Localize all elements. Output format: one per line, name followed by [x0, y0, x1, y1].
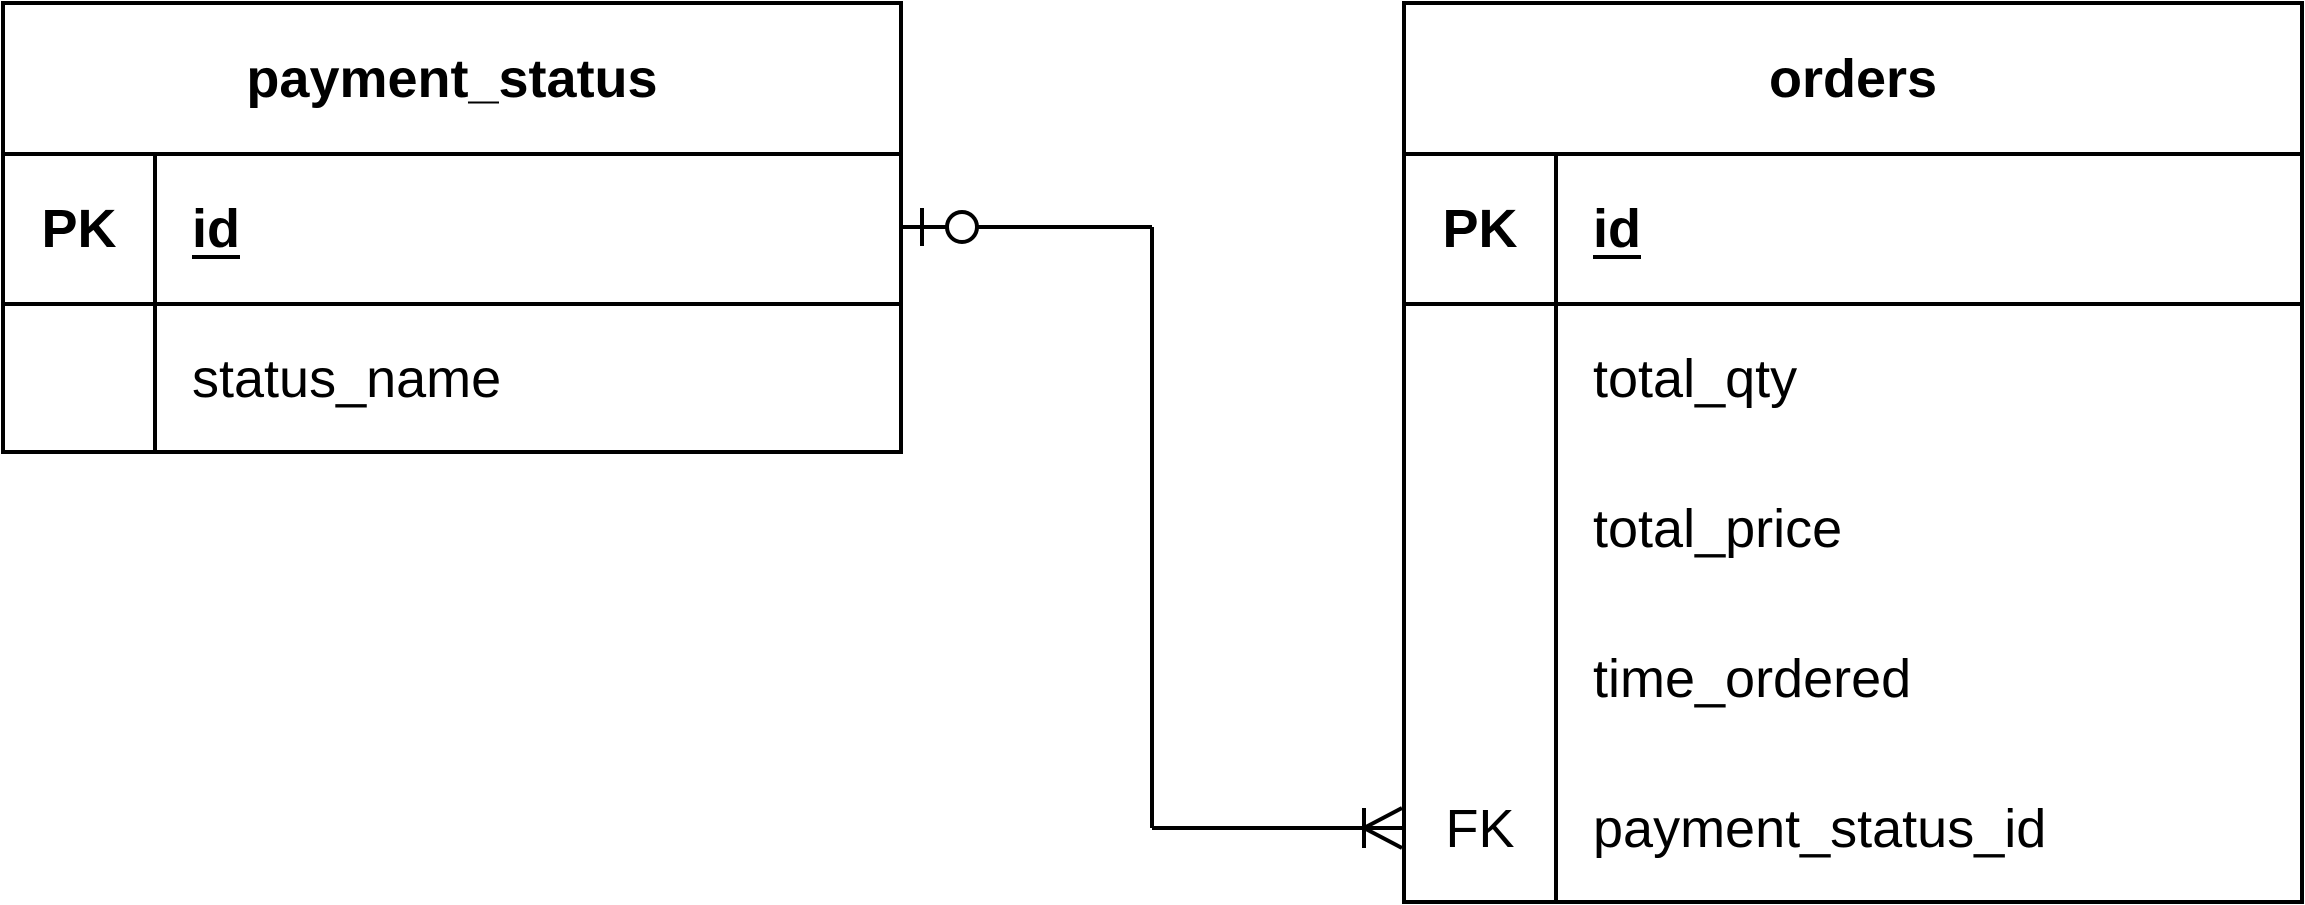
entity-orders[interactable]: orders PK id total_qty total_price time_… — [1402, 1, 2304, 904]
pk-field-name: id — [192, 199, 240, 259]
field-key-label — [1406, 304, 1554, 454]
field-row: time_ordered — [1406, 604, 2300, 754]
cardinality-crowfoot-upper — [1363, 806, 1403, 830]
field-name: time_ordered — [1593, 649, 1912, 709]
field-row: total_qty — [1406, 304, 2300, 454]
field-name: total_price — [1593, 499, 1843, 559]
field-key-label — [1406, 604, 1554, 754]
field-name: total_qty — [1593, 349, 1798, 409]
field-name: status_name — [192, 349, 502, 409]
primary-key-section: PK id — [1406, 156, 2300, 306]
field-name: payment_status_id — [1593, 799, 2047, 859]
field-key-label — [5, 304, 153, 454]
primary-key-section: PK id — [5, 156, 899, 306]
entity-payment-status[interactable]: payment_status PK id status_name — [1, 1, 903, 454]
cardinality-zero-circle — [945, 210, 979, 244]
field-row: FK payment_status_id — [1406, 754, 2300, 904]
pk-field-name: id — [1593, 199, 1641, 259]
field-key-label — [1406, 454, 1554, 604]
pk-label: PK — [1442, 199, 1518, 259]
cardinality-crowfoot-lower — [1363, 826, 1403, 850]
fk-label: FK — [1445, 799, 1515, 859]
entity-title: payment_status — [5, 5, 899, 156]
pk-label: PK — [41, 199, 117, 259]
field-row: total_price — [1406, 454, 2300, 604]
key-column-divider — [1554, 156, 1558, 900]
entity-title: orders — [1406, 5, 2300, 156]
field-row: status_name — [5, 304, 899, 454]
